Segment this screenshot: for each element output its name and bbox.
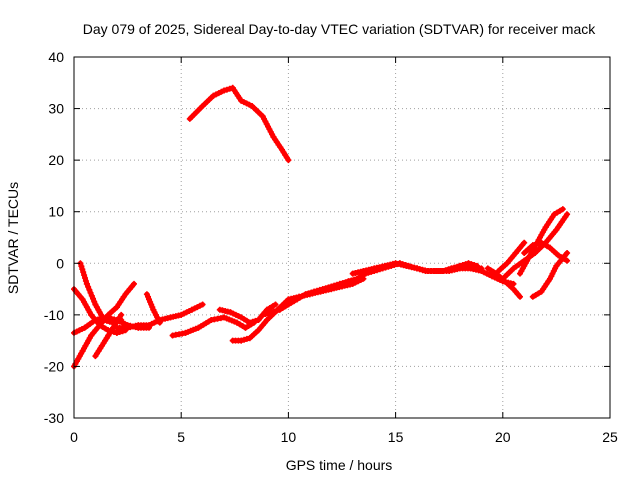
data-point <box>334 281 340 288</box>
series-arc-20 <box>529 250 571 300</box>
plot-frame <box>73 56 611 419</box>
data-point <box>345 278 352 285</box>
data-point <box>564 250 571 256</box>
data-point <box>272 301 279 308</box>
series-arc-4 <box>71 286 129 336</box>
data-point <box>521 239 528 246</box>
data-point <box>221 87 228 94</box>
y-tick-label: -10 <box>44 307 64 323</box>
data-point <box>535 240 542 247</box>
series-arc-15 <box>484 265 523 300</box>
data-point <box>79 266 86 273</box>
data-point <box>268 309 275 316</box>
series-arc-8 <box>143 291 163 326</box>
data-point <box>305 290 312 297</box>
data-point <box>156 319 163 326</box>
data-point <box>80 269 87 276</box>
series-arc-11 <box>229 275 367 344</box>
data-point <box>118 311 125 318</box>
x-tick-label: 0 <box>70 429 78 445</box>
data-point <box>517 293 523 300</box>
data-point <box>85 283 92 290</box>
data-point <box>529 242 536 249</box>
data-point <box>465 260 472 267</box>
x-tick-label: 10 <box>281 429 297 445</box>
data-point <box>322 285 329 292</box>
data-point <box>259 311 266 318</box>
series-arc-13 <box>349 260 485 277</box>
data-point <box>241 336 248 343</box>
data-point <box>113 329 120 336</box>
data-point <box>246 319 253 326</box>
data-point <box>199 301 206 308</box>
data-point <box>351 276 358 283</box>
data-point <box>88 292 95 299</box>
series-line <box>230 276 366 344</box>
data-point <box>336 280 343 287</box>
series-arc-7 <box>113 301 206 331</box>
series-arc-16 <box>495 239 528 274</box>
data-point <box>81 272 88 279</box>
data-point <box>262 311 269 317</box>
data-point <box>311 288 318 295</box>
data-point <box>564 257 571 264</box>
data-point <box>559 206 566 213</box>
data-point <box>348 277 355 284</box>
data-point <box>131 280 137 287</box>
data-point <box>82 275 88 281</box>
data-point <box>532 241 539 248</box>
y-tick-label: -30 <box>44 410 64 426</box>
data-point <box>564 211 571 218</box>
series-arc-1 <box>186 84 292 164</box>
data-point <box>226 85 233 92</box>
y-tick-label: -20 <box>44 358 64 374</box>
data-point <box>91 298 98 305</box>
data-point <box>238 337 245 344</box>
y-axis-label: SDTVAR / TECUs <box>5 182 21 294</box>
data-point <box>249 318 256 325</box>
data-point <box>325 284 332 291</box>
data-point <box>342 279 349 286</box>
data-point <box>316 286 323 293</box>
data-point <box>285 157 292 164</box>
data-point <box>90 295 96 302</box>
series-line <box>530 250 570 300</box>
y-tick-label: 10 <box>48 204 64 220</box>
tick-layer: 0 5 10 15 20 25 -30 -20 -10 0 10 20 30 40 <box>44 49 618 445</box>
data-point <box>83 280 90 287</box>
data-point <box>243 335 250 342</box>
x-tick-label: 20 <box>495 429 511 445</box>
data-point <box>302 291 309 298</box>
data-point <box>314 287 320 294</box>
data-point <box>223 86 230 93</box>
data-point <box>82 278 89 284</box>
x-tick-label: 5 <box>177 429 185 445</box>
chart-title: Day 079 of 2025, Sidereal Day-to-day VTE… <box>83 21 596 37</box>
data-point <box>252 317 259 324</box>
y-tick-label: 30 <box>48 101 64 117</box>
x-tick-label: 25 <box>602 429 618 445</box>
y-tick-label: 20 <box>48 152 64 168</box>
data-point <box>308 289 315 296</box>
data-point <box>86 286 93 293</box>
x-tick-label: 15 <box>388 429 404 445</box>
grid-layer <box>74 57 610 418</box>
y-tick-label: 0 <box>56 255 64 271</box>
data-point <box>319 286 326 293</box>
data-point <box>271 308 278 315</box>
data-point <box>274 307 280 314</box>
data-point <box>78 263 85 270</box>
x-axis-label: GPS time / hours <box>286 457 393 473</box>
data-point <box>265 310 272 317</box>
data-point <box>328 283 335 290</box>
data-point <box>331 282 338 289</box>
y-tick-label: 40 <box>48 49 64 65</box>
data-point <box>339 280 346 287</box>
series-layer <box>71 84 571 370</box>
